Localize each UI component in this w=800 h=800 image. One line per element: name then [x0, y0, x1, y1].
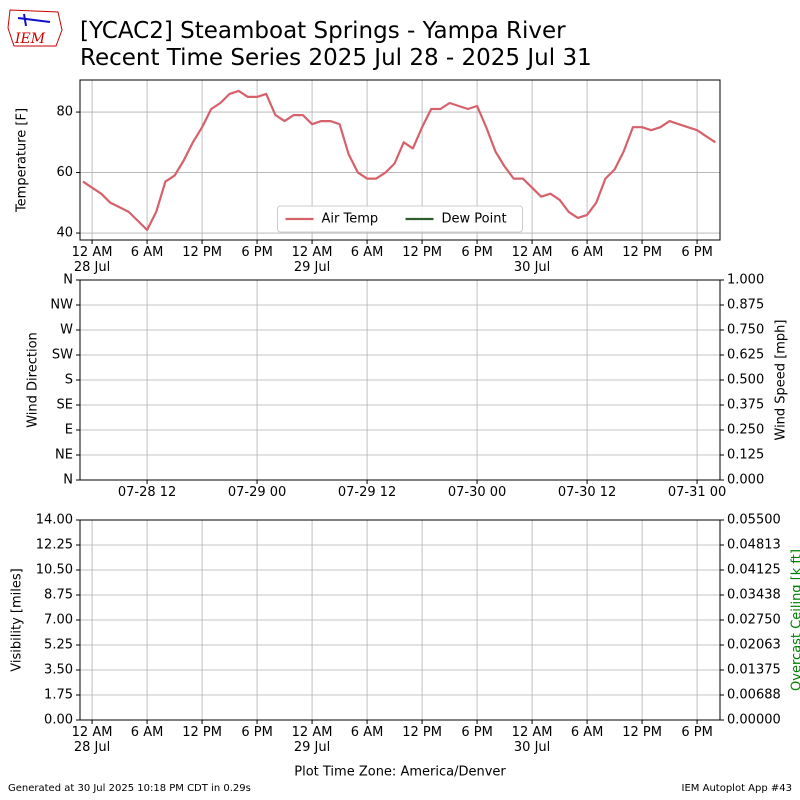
y2-tick-label: 0.250 [727, 423, 764, 438]
x-tick-label: 6 AM [350, 725, 384, 740]
y-tick-label: E [65, 423, 73, 438]
y-axis-label: Wind Direction [26, 332, 41, 428]
plot-frame [79, 279, 721, 481]
x-tick-label: 12 AM 29 Jul [291, 725, 333, 755]
y-tick-label: 60 [56, 165, 73, 180]
x-tick-label: 07-29 12 [337, 485, 397, 500]
y2-tick-label: 1.000 [727, 273, 764, 288]
y-tick-label: 14.00 [36, 513, 73, 528]
y2-tick-label: 0.01375 [727, 663, 781, 678]
series-line [82, 89, 717, 232]
x-tick-label: 12 AM 28 Jul [71, 725, 113, 755]
x-tick-label: 07-31 00 [667, 485, 727, 500]
y2-tick-label: 0.500 [727, 373, 764, 388]
y-axis-label: Temperature [F] [15, 108, 30, 213]
title-line: [YCAC2] Steamboat Springs - Yampa River [80, 18, 566, 44]
x-tick-label: 6 PM [681, 245, 713, 260]
y2-tick-label: 0.04125 [727, 563, 781, 578]
x-tick-label: 6 PM [461, 725, 493, 740]
y2-axis-label: Wind Speed [mph] [774, 320, 789, 441]
y2-tick-label: 0.02063 [727, 638, 781, 653]
y-tick-label: 0.00 [44, 713, 73, 728]
logo-icon [17, 17, 51, 23]
y-tick-label: SW [52, 348, 73, 363]
x-tick-label: 12 PM [402, 725, 442, 740]
y-tick-label: 12.25 [36, 538, 73, 553]
y-tick-label: 40 [56, 226, 73, 241]
y2-tick-label: 0.04813 [727, 538, 781, 553]
x-axis-label: Plot Time Zone: America/Denver [294, 765, 506, 780]
x-tick-label: 6 PM [681, 725, 713, 740]
y-tick-label: NE [55, 448, 73, 463]
x-tick-label: 12 AM 30 Jul [511, 725, 553, 755]
plot-frame [79, 79, 721, 241]
y2-tick-label: 0.625 [727, 348, 764, 363]
x-tick-label: 6 AM [130, 725, 164, 740]
x-tick-label: 12 AM 29 Jul [291, 245, 333, 275]
y2-tick-label: 0.00688 [727, 688, 781, 703]
x-tick-label: 6 AM [570, 245, 604, 260]
legend-label: Dew Point [442, 212, 507, 227]
x-tick-label: 12 PM [182, 725, 222, 740]
y2-tick-label: 0.125 [727, 448, 764, 463]
y-tick-label: SE [57, 398, 73, 413]
y-tick-label: 10.50 [36, 563, 73, 578]
y2-tick-label: 0.05500 [727, 513, 781, 528]
y-tick-label: 8.75 [44, 588, 73, 603]
x-tick-label: 12 PM [402, 245, 442, 260]
y2-tick-label: 0.00000 [727, 713, 781, 728]
x-tick-label: 12 PM [182, 245, 222, 260]
logo-icon [23, 13, 27, 27]
y-tick-label: NW [50, 298, 73, 313]
footer-right: IEM Autoplot App #43 [681, 783, 792, 794]
y2-tick-label: 0.03438 [727, 588, 781, 603]
x-tick-label: 12 PM [622, 725, 662, 740]
y2-tick-label: 0.02750 [727, 613, 781, 628]
x-tick-label: 6 AM [570, 725, 604, 740]
y2-tick-label: 0.000 [727, 473, 764, 488]
x-tick-label: 07-28 12 [117, 485, 177, 500]
x-tick-label: 07-30 12 [557, 485, 617, 500]
y-axis-label: Visibility [miles] [10, 568, 25, 671]
y2-axis-label: Overcast Ceiling [k ft] [790, 549, 800, 691]
x-tick-label: 12 AM 28 Jul [71, 245, 113, 275]
y-tick-label: N [63, 273, 73, 288]
x-tick-label: 6 PM [241, 725, 273, 740]
x-tick-label: 6 AM [130, 245, 164, 260]
y2-tick-label: 0.750 [727, 323, 764, 338]
legend-label: Air Temp [322, 212, 379, 227]
y-tick-label: 1.75 [44, 688, 73, 703]
y2-tick-label: 0.875 [727, 298, 764, 313]
y-tick-label: 80 [56, 105, 73, 120]
y2-tick-label: 0.375 [727, 398, 764, 413]
x-tick-label: 6 PM [241, 245, 273, 260]
plot-frame [79, 519, 721, 721]
y-tick-label: S [65, 373, 73, 388]
y-tick-label: 7.00 [44, 613, 73, 628]
x-tick-label: 6 AM [350, 245, 384, 260]
x-tick-label: 07-29 00 [227, 485, 287, 500]
x-tick-label: 6 PM [461, 245, 493, 260]
x-tick-label: 12 PM [622, 245, 662, 260]
logo-text: IEM [14, 31, 46, 47]
y-tick-label: 5.25 [44, 638, 73, 653]
y-tick-label: N [63, 473, 73, 488]
y-tick-label: 3.50 [44, 663, 73, 678]
logo: IEM [7, 9, 63, 47]
x-tick-label: 07-30 00 [447, 485, 507, 500]
x-tick-label: 12 AM 30 Jul [511, 245, 553, 275]
footer-left: Generated at 30 Jul 2025 10:18 PM CDT in… [8, 783, 251, 794]
title-line: Recent Time Series 2025 Jul 28 - 2025 Ju… [80, 45, 592, 71]
legend-box [277, 205, 523, 233]
y-tick-label: W [60, 323, 73, 338]
